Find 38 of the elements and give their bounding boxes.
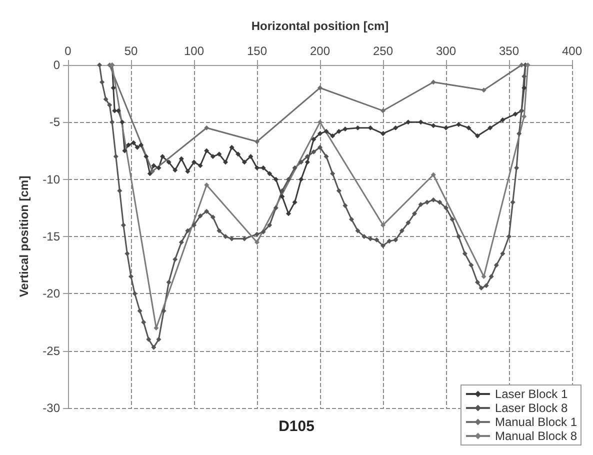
y-tick-label: -30: [42, 401, 60, 415]
point: [317, 85, 322, 90]
point: [525, 62, 530, 68]
point: [150, 168, 155, 174]
y-tick-label: -15: [42, 230, 60, 244]
y-tick-label: -25: [42, 344, 60, 358]
point: [430, 80, 436, 85]
y-tick-label: 0: [53, 58, 60, 72]
x-tick-label: 200: [310, 44, 330, 58]
point: [430, 172, 436, 178]
x-tick-label: 50: [124, 44, 138, 58]
point: [481, 274, 486, 280]
x-tick-label: 100: [184, 44, 204, 58]
legend-label: Laser Block 1: [494, 387, 568, 401]
point: [254, 139, 260, 144]
x-tick-label: 400: [562, 44, 582, 58]
text: D105: [278, 418, 314, 435]
x-tick-label: 350: [498, 44, 520, 58]
x-axis-title: Horizontal position [cm]: [251, 19, 389, 33]
y-tick-label: -10: [42, 172, 60, 186]
point: [204, 182, 210, 188]
legend-label: Manual Block 8: [494, 429, 578, 443]
legend-label: Manual Block 1: [494, 415, 578, 429]
point: [317, 120, 322, 125]
point: [204, 125, 210, 130]
y-tick-label: -20: [42, 286, 60, 301]
point: [481, 88, 486, 93]
x-tick-label: 0: [64, 44, 72, 58]
point: [380, 108, 386, 114]
point: [519, 62, 524, 68]
x-tick-label: 250: [372, 44, 394, 58]
x-tick-label: 300: [436, 44, 456, 58]
point: [380, 222, 386, 228]
y-axis-title: Vertical position [cm]: [17, 176, 31, 298]
x-tick-label: 150: [246, 44, 268, 58]
legend-label: Laser Block 8: [494, 401, 568, 415]
y-tick-label: -5: [49, 115, 60, 130]
point: [254, 240, 260, 245]
